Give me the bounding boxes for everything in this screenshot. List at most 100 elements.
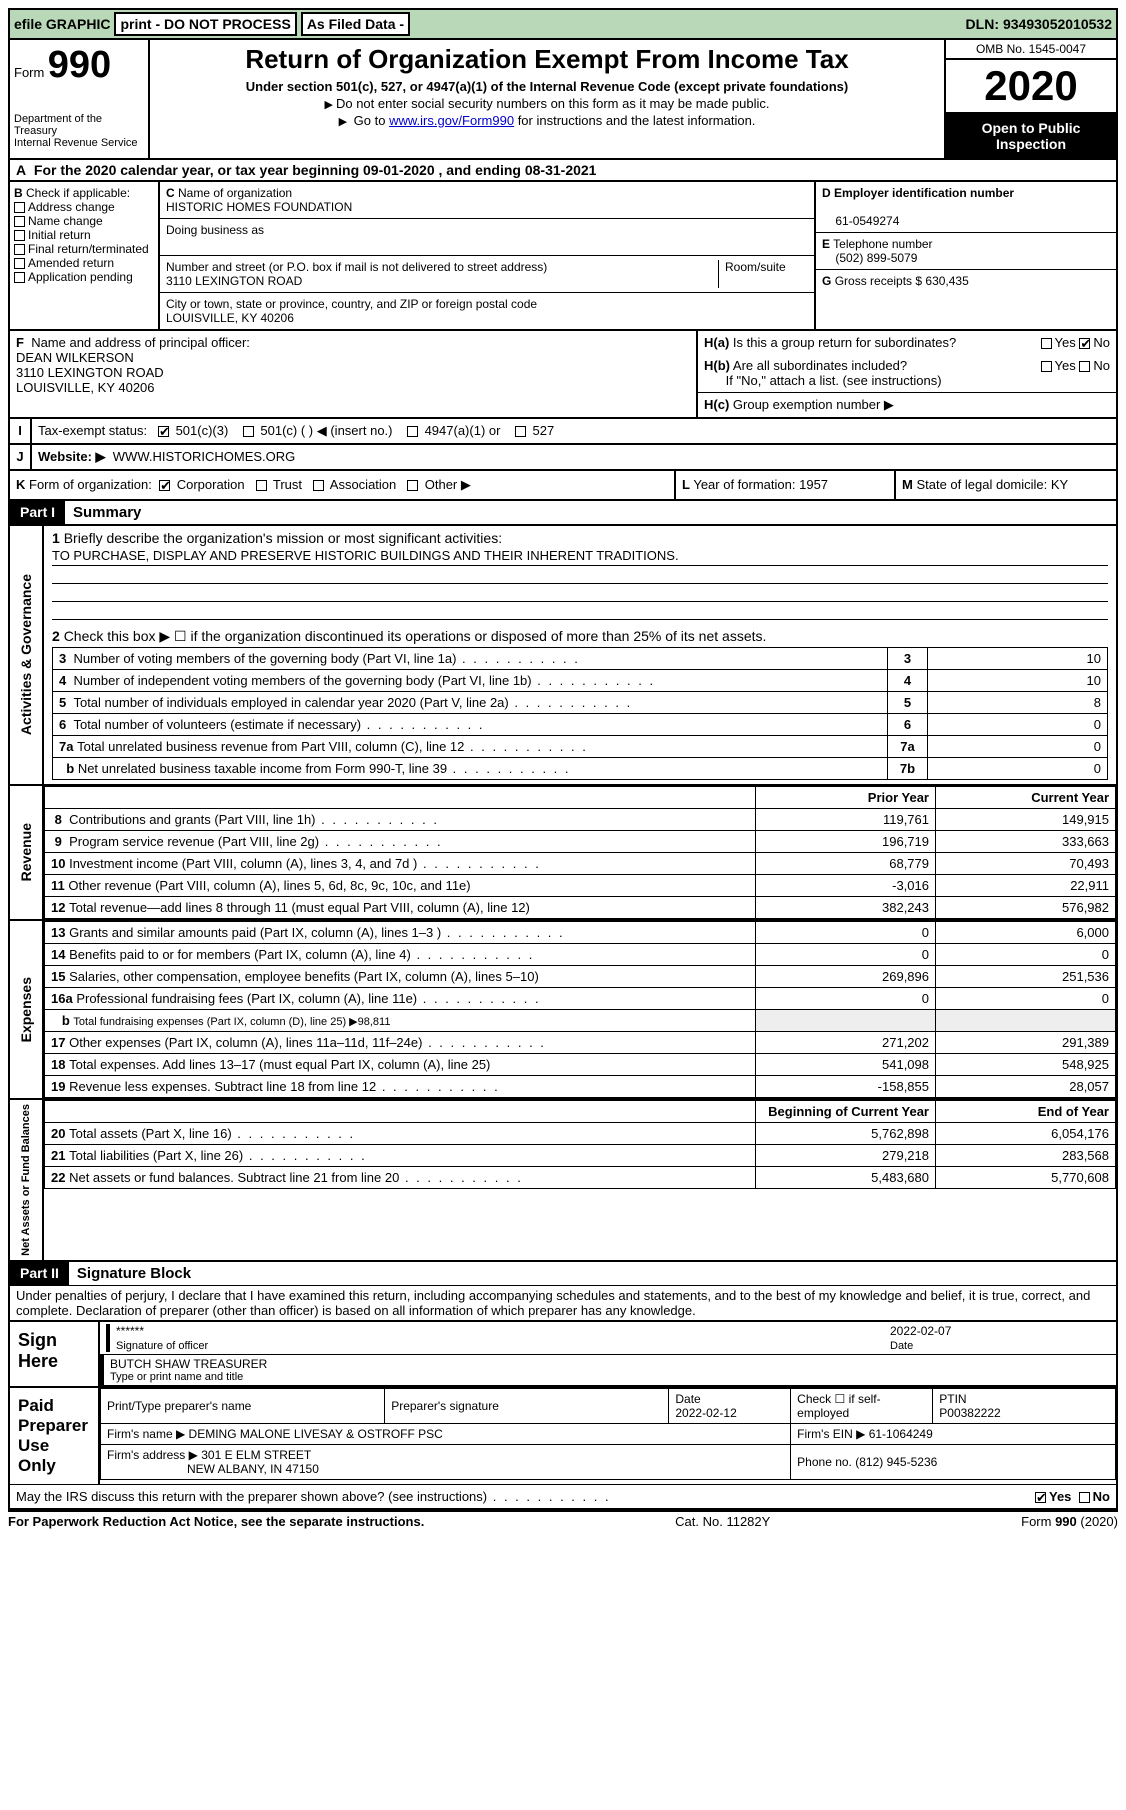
discuss-yes[interactable]: Yes (1049, 1489, 1071, 1504)
sig-stars: ****** (116, 1324, 144, 1338)
paid-preparer-block: Paid Preparer Use Only Print/Type prepar… (10, 1386, 1116, 1484)
i-501c[interactable]: 501(c) ( ) ◀ (insert no.) (260, 423, 392, 438)
cb-final-return[interactable]: Final return/terminated (28, 242, 149, 256)
cb-application-pending[interactable]: Application pending (28, 270, 133, 284)
vlabel-netassets: Net Assets or Fund Balances (18, 1100, 34, 1260)
dln-value: 93493052010532 (1003, 16, 1112, 32)
p17: 271,202 (756, 1032, 936, 1054)
section-netassets: Net Assets or Fund Balances Beginning of… (10, 1098, 1116, 1260)
b21: 279,218 (756, 1145, 936, 1167)
i-4947[interactable]: 4947(a)(1) or (425, 423, 501, 438)
line-5: Total number of individuals employed in … (73, 695, 632, 710)
form-header: Form 990 Department of the Treasury Inte… (10, 40, 1116, 158)
sig-date: 2022-02-07 (890, 1324, 951, 1338)
city-value: LOUISVILLE, KY 40206 (166, 311, 294, 325)
dept-treasury: Department of the Treasury (14, 113, 144, 137)
c8: 149,915 (936, 809, 1116, 831)
form-body: Form 990 Department of the Treasury Inte… (8, 40, 1118, 1510)
line-13: Grants and similar amounts paid (Part IX… (69, 925, 565, 940)
discuss-no[interactable]: No (1093, 1489, 1110, 1504)
firm-ein-label: Firm's EIN ▶ (797, 1427, 865, 1441)
gross-value: 630,435 (925, 274, 968, 288)
hb-no[interactable]: No (1093, 358, 1110, 373)
header-right: OMB No. 1545-0047 2020 Open to Public In… (946, 40, 1116, 158)
part-ii-tag: Part II (10, 1262, 69, 1285)
ha-yes[interactable]: Yes (1055, 335, 1076, 350)
prep-date: 2022-02-12 (675, 1406, 736, 1420)
c10: 70,493 (936, 853, 1116, 875)
k-other[interactable]: Other ▶ (425, 477, 471, 492)
addr-value: 3110 LEXINGTON ROAD (166, 274, 302, 288)
i-527[interactable]: 527 (533, 423, 555, 438)
ha-no[interactable]: No (1093, 335, 1110, 350)
paid-preparer-label: Paid Preparer Use Only (10, 1388, 100, 1484)
mission-label: Briefly describe the organization's miss… (64, 530, 502, 546)
prep-check-label[interactable]: Check ☐ if self-employed (797, 1392, 880, 1420)
line-15: Salaries, other compensation, employee b… (69, 969, 539, 984)
irs-link[interactable]: www.irs.gov/Form990 (389, 113, 514, 128)
org-name: HISTORIC HOMES FOUNDATION (166, 200, 352, 214)
sig-name: BUTCH SHAW TREASURER (110, 1357, 1110, 1371)
k-assoc[interactable]: Association (330, 477, 396, 492)
cat-no: Cat. No. 11282Y (675, 1514, 770, 1529)
sign-here-label: Sign Here (10, 1322, 100, 1386)
footer-form: Form 990 (2020) (1021, 1514, 1118, 1529)
mission-text: TO PURCHASE, DISPLAY AND PRESERVE HISTOR… (52, 546, 1108, 566)
city-label: City or town, state or province, country… (166, 297, 537, 311)
line-10: Investment income (Part VIII, column (A)… (69, 856, 541, 871)
val-5: 8 (928, 692, 1108, 714)
sig-date-label: Date (890, 1340, 913, 1352)
cb-amended[interactable]: Amended return (28, 256, 114, 270)
c19: 28,057 (936, 1076, 1116, 1098)
phone-value: (502) 899-5079 (835, 251, 917, 265)
section-governance: Activities & Governance 1 Briefly descri… (10, 524, 1116, 784)
line-6: Total number of volunteers (estimate if … (73, 717, 484, 732)
firm-phone-label: Phone no. (797, 1455, 852, 1469)
cb-initial-return[interactable]: Initial return (28, 228, 91, 242)
officer-name: DEAN WILKERSON (16, 350, 134, 365)
col-d: D Employer identification number 61-0549… (816, 182, 1116, 329)
col-b-checkboxes: B Check if applicable: Address change Na… (10, 182, 160, 329)
form-subtitle: Under section 501(c), 527, or 4947(a)(1)… (156, 79, 938, 94)
p15: 269,896 (756, 966, 936, 988)
f-officer: F Name and address of principal officer:… (10, 331, 696, 417)
hc-label: Group exemption number ▶ (733, 397, 894, 412)
firm-addr-label: Firm's address ▶ (107, 1448, 198, 1462)
l-value: 1957 (799, 477, 828, 492)
discuss-question: May the IRS discuss this return with the… (16, 1489, 611, 1504)
e22: 5,770,608 (936, 1167, 1116, 1189)
sig-officer-label: Signature of officer (116, 1340, 208, 1352)
efile-label: efile GRAPHIC (14, 16, 110, 32)
e20: 6,054,176 (936, 1123, 1116, 1145)
addr-label: Number and street (or P.O. box if mail i… (166, 260, 547, 274)
line-16a: Professional fundraising fees (Part IX, … (76, 991, 540, 1006)
klm-row: K Form of organization: Corporation Trus… (10, 469, 1116, 499)
cb-address-change[interactable]: Address change (28, 200, 115, 214)
sign-here-block: Sign Here ****** Signature of officer 20… (10, 1320, 1116, 1386)
prep-sig-label: Preparer's signature (391, 1399, 499, 1413)
b-label: Check if applicable: (26, 186, 130, 200)
k-corp[interactable]: Corporation (177, 477, 245, 492)
hb-yes[interactable]: Yes (1055, 358, 1076, 373)
gross-label: Gross receipts $ (835, 274, 922, 288)
line-12: Total revenue—add lines 8 through 11 (mu… (69, 900, 530, 915)
h-block: H(a) Is this a group return for subordin… (696, 331, 1116, 417)
col-begin: Beginning of Current Year (756, 1101, 936, 1123)
line-16b: Total fundraising expenses (Part IX, col… (73, 1016, 390, 1028)
tax-year-row: A For the 2020 calendar year, or tax yea… (10, 158, 1116, 180)
line-3: Number of voting members of the governin… (73, 651, 579, 666)
vlabel-governance: Activities & Governance (16, 570, 36, 739)
entity-block: B Check if applicable: Address change Na… (10, 180, 1116, 329)
footer: For Paperwork Reduction Act Notice, see … (8, 1510, 1118, 1531)
cb-name-change[interactable]: Name change (28, 214, 103, 228)
hb-label: Are all subordinates included? (733, 358, 907, 373)
form-number: 990 (48, 44, 111, 86)
i-501c3[interactable]: 501(c)(3) (176, 423, 229, 438)
vlabel-expenses: Expenses (16, 973, 36, 1046)
col-current: Current Year (936, 787, 1116, 809)
i-label: Tax-exempt status: (38, 423, 147, 438)
print-noprocess: print - DO NOT PROCESS (114, 12, 296, 36)
tax-year: 2020 (946, 60, 1116, 114)
p12: 382,243 (756, 897, 936, 919)
k-trust[interactable]: Trust (273, 477, 302, 492)
